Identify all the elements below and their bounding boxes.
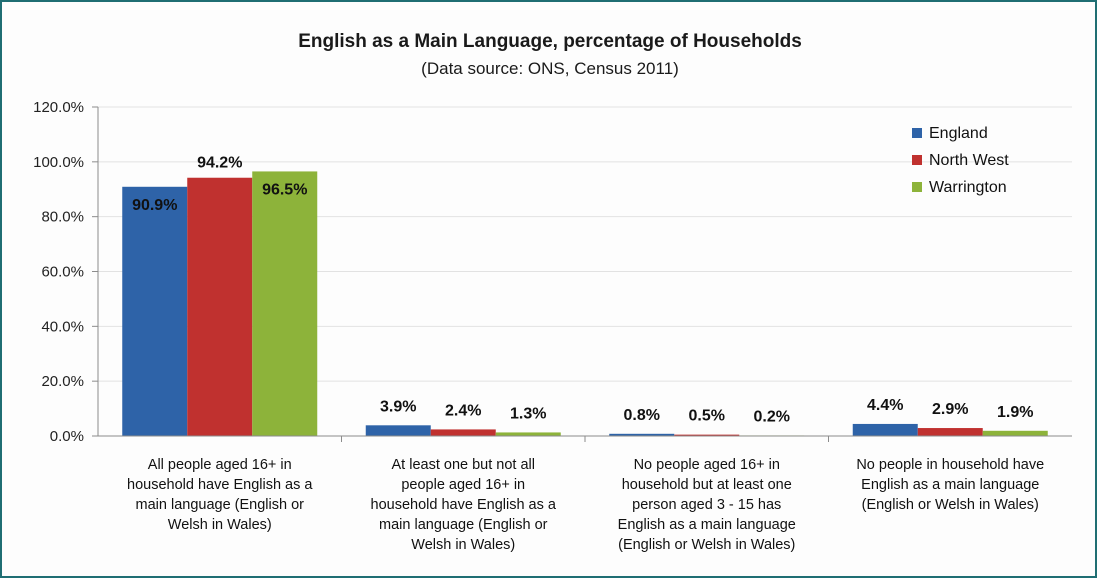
bar-north-west (674, 434, 740, 436)
bar-north-west (187, 177, 253, 437)
x-category-label: English as a main language (861, 477, 1039, 493)
x-category-label: No people aged 16+ in (634, 457, 780, 473)
data-label: 96.5% (262, 181, 307, 198)
x-category-label: No people in household have (856, 457, 1044, 473)
data-label: 4.4% (867, 397, 903, 414)
bar-england (122, 186, 188, 436)
x-category-label: (English or Welsh in Wales) (618, 537, 795, 553)
x-category-label: household have English as a (127, 477, 313, 493)
data-label: 90.9% (132, 197, 177, 214)
y-tick-label: 60.0% (41, 264, 84, 281)
chart-title: English as a Main Language, percentage o… (298, 31, 802, 52)
bar-warrington (982, 430, 1048, 436)
bar-north-west (430, 429, 496, 436)
data-label: 0.8% (624, 407, 660, 424)
x-category-label: household have English as a (371, 497, 557, 513)
x-category-label: household but at least one (622, 477, 792, 493)
chart-subtitle: (Data source: ONS, Census 2011) (421, 59, 679, 78)
data-label: 1.3% (510, 405, 546, 422)
legend-label: England (929, 125, 988, 142)
legend-label: North West (929, 152, 1009, 169)
y-tick-label: 120.0% (33, 99, 84, 116)
data-label: 2.4% (445, 402, 481, 419)
bar-warrington (495, 432, 561, 436)
data-label: 1.9% (997, 404, 1033, 421)
bar-england (852, 423, 918, 436)
bar-warrington (252, 171, 318, 436)
bar-england (609, 433, 675, 436)
bar-north-west (917, 428, 983, 436)
x-category-label: main language (English or (136, 497, 305, 513)
bar-england (365, 425, 431, 436)
bars (122, 171, 1048, 437)
legend-label: Warrington (929, 179, 1007, 196)
x-category-label: (English or Welsh in Wales) (862, 497, 1039, 513)
y-tick-label: 20.0% (41, 373, 84, 390)
x-category-label: main language (English or (379, 517, 548, 533)
legend-swatch (912, 182, 922, 192)
legend: England North West Warrington (912, 125, 1009, 196)
data-label: 3.9% (380, 398, 416, 415)
data-label: 0.5% (689, 408, 725, 425)
x-category-label: Welsh in Wales) (411, 537, 515, 553)
data-label: 2.9% (932, 401, 968, 418)
x-category-label: Welsh in Wales) (168, 517, 272, 533)
x-axis: All people aged 16+ in household have Eng… (98, 435, 1072, 553)
x-category-label: At least one but not all (392, 457, 536, 473)
x-category-label: person aged 3 - 15 has (632, 497, 781, 513)
y-tick-label: 40.0% (41, 318, 84, 335)
y-tick-label: 100.0% (33, 154, 84, 171)
data-label: 0.2% (754, 408, 790, 425)
x-category-label: All people aged 16+ in (148, 457, 292, 473)
data-labels: 90.9% 94.2% 96.5% 3.9% 2.4% 1.3% 0.8% 0.5% 0.2% 4… (132, 155, 1033, 426)
x-category-label: English as a main language (618, 517, 796, 533)
y-axis: 0.0% 20.0% 40.0% 60.0% 80.0% 100.0% 120.0% (33, 99, 99, 445)
legend-swatch (912, 128, 922, 138)
y-tick-label: 80.0% (41, 209, 84, 226)
x-category-label: people aged 16+ in (401, 477, 525, 493)
legend-swatch (912, 155, 922, 165)
y-tick-label: 0.0% (50, 428, 84, 445)
data-label: 94.2% (197, 155, 242, 172)
